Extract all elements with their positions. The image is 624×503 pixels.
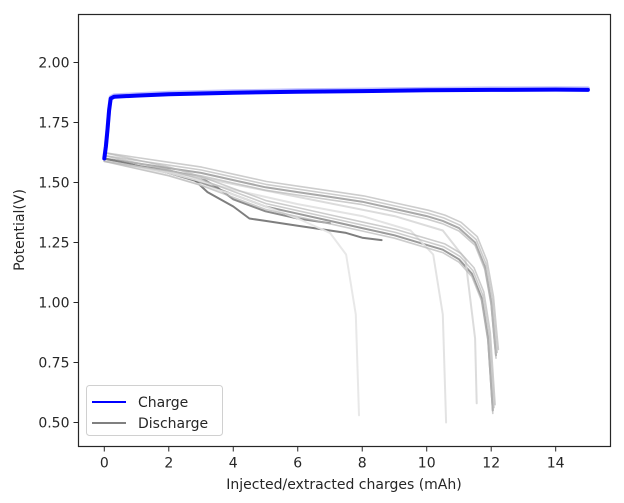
y-axis: 0.50 0.75 1.00 1.25 1.50 1.75 2.00 [38,56,79,432]
y-tick-label: 0.75 [38,356,69,372]
plot-area [102,86,590,424]
legend-charge-label: Charge [138,395,188,411]
series-line [103,151,496,406]
x-tick-label: 14 [547,456,565,472]
x-tick-label: 0 [100,456,109,472]
y-tick-label: 0.50 [38,416,69,432]
series-line [103,159,448,424]
series-line [103,154,499,354]
series-line [103,159,478,405]
legend: Charge Discharge [86,385,223,436]
y-axis-label: Potential(V) [12,189,28,271]
series-line [103,154,495,409]
x-axis: 0 2 4 6 8 10 12 14 [100,446,565,472]
x-tick-label: 12 [482,456,500,472]
legend-discharge-label: Discharge [138,416,208,432]
x-tick-label: 10 [418,456,436,472]
axes-frame [77,13,612,448]
x-axis-label: Injected/extracted charges (mAh) [226,477,461,493]
y-tick-label: 1.50 [38,176,69,192]
series-line [102,87,590,161]
y-tick-label: 1.25 [38,236,69,252]
x-tick-label: 8 [358,456,367,472]
series-line [103,151,500,351]
y-tick-label: 1.00 [38,296,69,312]
y-tick-label: 1.75 [38,116,69,132]
x-tick-label: 4 [229,456,238,472]
series-line [103,160,494,415]
x-tick-label: 6 [293,456,302,472]
x-tick-label: 2 [164,456,173,472]
y-tick-label: 2.00 [38,56,69,72]
